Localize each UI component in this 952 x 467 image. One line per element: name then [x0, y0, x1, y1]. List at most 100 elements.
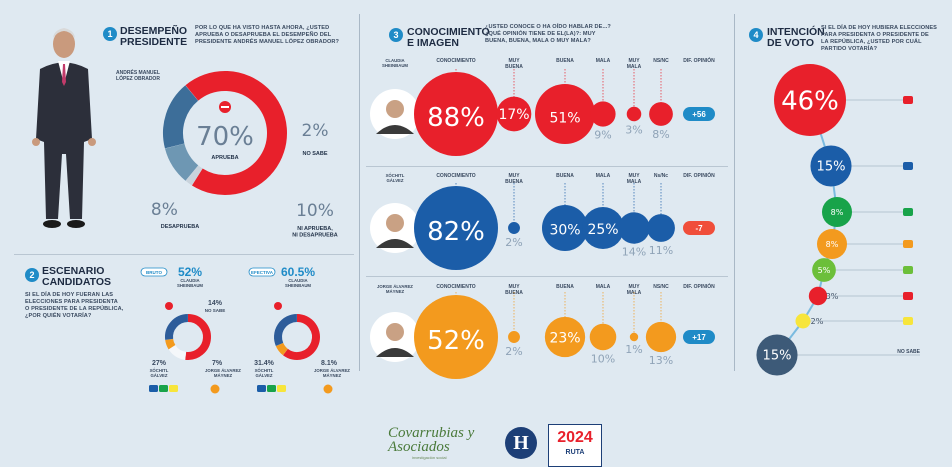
- column-header: MUY MALA: [627, 173, 642, 185]
- disapprove-value: 18%: [150, 200, 178, 220]
- candidate-photo-face: [386, 100, 404, 118]
- pt-logo-icon: [903, 292, 913, 300]
- vote-bubble: [795, 313, 811, 329]
- value-label: 13%: [649, 354, 673, 367]
- vote-bubble: [808, 286, 828, 306]
- value-label: 9%: [594, 129, 611, 142]
- morena-logo-icon-bar: [221, 106, 229, 108]
- section-question: POR LO QUE HA VISTO HASTA AHORA, ¿USTED …: [195, 25, 340, 45]
- scenario-0-slice: [165, 338, 176, 350]
- pri-logo-icon: [267, 385, 276, 392]
- diff-pill: [683, 107, 715, 121]
- mc-logo-icon: [903, 240, 913, 248]
- pan-logo-icon: [257, 385, 266, 392]
- candidate-photo-face: [386, 214, 404, 232]
- column-header: MUY BUENA: [505, 173, 523, 185]
- scenario-0-slice: [185, 314, 211, 360]
- value-bubble: [541, 204, 589, 252]
- value-bubble: [629, 332, 639, 342]
- pri-logo-icon: [159, 385, 168, 392]
- column-header: DIF. OPINIÓN: [683, 171, 715, 179]
- approval-label: APRUEBA: [211, 155, 238, 161]
- vote-value: 8%: [831, 208, 844, 217]
- ruta-year: 2024: [557, 429, 593, 446]
- value-bubble: [590, 101, 616, 127]
- scenario-1-slice: [282, 314, 320, 360]
- disapprove-label: DESAPRUEBA: [161, 224, 200, 230]
- diff-value: +17: [692, 333, 706, 342]
- prd-logo-icon: [169, 385, 178, 392]
- leader-name: CLAUDIA SHEINBAUM: [177, 278, 203, 288]
- column-header: MUY BUENA: [505, 58, 523, 70]
- value-bubble: [414, 186, 498, 270]
- divider: [734, 14, 735, 371]
- pan-logo-icon: [149, 385, 158, 392]
- no-sabe-value: 14%: [208, 300, 223, 307]
- value-label: 3%: [625, 123, 642, 136]
- column-header: BUENA: [556, 58, 574, 64]
- candidate-photo-body: [376, 125, 414, 134]
- column-header: MUY MALA: [627, 58, 642, 70]
- column-header: MALA: [596, 173, 611, 179]
- vote-bubble: [812, 258, 836, 282]
- no-sabe-label: NO SABE: [897, 349, 920, 355]
- vote-value: 5%: [818, 266, 831, 275]
- value-bubble: [647, 214, 675, 242]
- divider: [366, 276, 728, 277]
- column-header: CONOCIMIENTO: [436, 284, 475, 290]
- value-label: 30%: [549, 222, 580, 238]
- section-title: ESCENARIO CANDIDATOS: [42, 265, 112, 288]
- value-bubble: [414, 72, 498, 156]
- value-bubble: [414, 295, 498, 379]
- candidate-name: CLAUDIA SHEINBAUM: [382, 58, 408, 68]
- knowledge-image-table: CONOCIMIENTO MUY BUENA BUENA MALA MUY MALA NS/N…: [370, 56, 715, 379]
- value-bubble: [544, 316, 586, 358]
- approval-donut-chart: 70% APRUEBA 2% NO SABE 10% NI APRUEBA, NI DESA…: [150, 71, 338, 238]
- column-header: DIF. OPINIÓN: [683, 282, 715, 290]
- vote-bubble: [816, 228, 848, 260]
- value-label: 14%: [622, 246, 646, 259]
- covarrubias-subtitle: investigación social: [412, 455, 447, 460]
- neutral-value: 10%: [296, 201, 334, 221]
- value-bubble: [508, 222, 520, 234]
- scenario-1-slice: [274, 314, 298, 346]
- value-label: 2%: [505, 236, 522, 249]
- xochitl-value: 31.4%: [254, 360, 275, 367]
- scenario-tag-pill: [248, 267, 276, 277]
- ruta-label: RUTA: [565, 449, 585, 456]
- column-header: BUENA: [556, 173, 574, 179]
- maynez-label: JORGE ÁLVAREZ MÁYNEZ: [205, 368, 241, 378]
- morena-logo-icon: [274, 302, 282, 310]
- ruta-2024-logo: 2024 RUTA: [548, 424, 602, 467]
- vote-bubble: [810, 145, 852, 187]
- scenario-tag-pill: [140, 267, 168, 277]
- value-label: 2%: [505, 345, 522, 358]
- value-bubble: [618, 212, 650, 244]
- diff-pill: [683, 221, 715, 235]
- approval-value: 70%: [196, 122, 254, 152]
- value-bubble: [535, 84, 595, 144]
- xochitl-value: 27%: [152, 360, 167, 367]
- mc-logo-icon: [323, 384, 333, 394]
- divider: [359, 14, 360, 371]
- mc-logo-icon: [210, 384, 220, 394]
- vote-intention-chart: 46%15%8%8%5%3%2%15% NO SABE: [756, 64, 921, 376]
- column-header: NS/NC: [653, 284, 669, 290]
- pvem-logo-icon: [903, 266, 913, 274]
- section-question: ¿USTED CONOCE O HA OÍDO HABLAR DE...? ¿Q…: [485, 24, 611, 44]
- section-question: SI EL DÍA DE HOY FUERAN LAS ELECCIONES P…: [25, 292, 124, 319]
- xochitl-label: XÓCHITL GÁLVEZ: [255, 368, 274, 378]
- candidate-name: XÓCHITL GÁLVEZ: [386, 173, 405, 183]
- value-bubble: [626, 106, 642, 122]
- person-label: ANDRÉS MANUEL LÓPEZ OBRADOR: [116, 70, 160, 82]
- vote-bubble: [756, 334, 798, 376]
- column-header: DIF. OPINIÓN: [683, 56, 715, 64]
- value-label: 23%: [549, 331, 580, 347]
- president-figure: [32, 28, 96, 228]
- h-logo: H: [505, 427, 537, 459]
- maynez-value: 8.1%: [321, 360, 338, 367]
- scenario-0-slice: [165, 314, 189, 340]
- leader-value: 60.5%: [281, 265, 315, 279]
- approval-slice: [185, 165, 203, 186]
